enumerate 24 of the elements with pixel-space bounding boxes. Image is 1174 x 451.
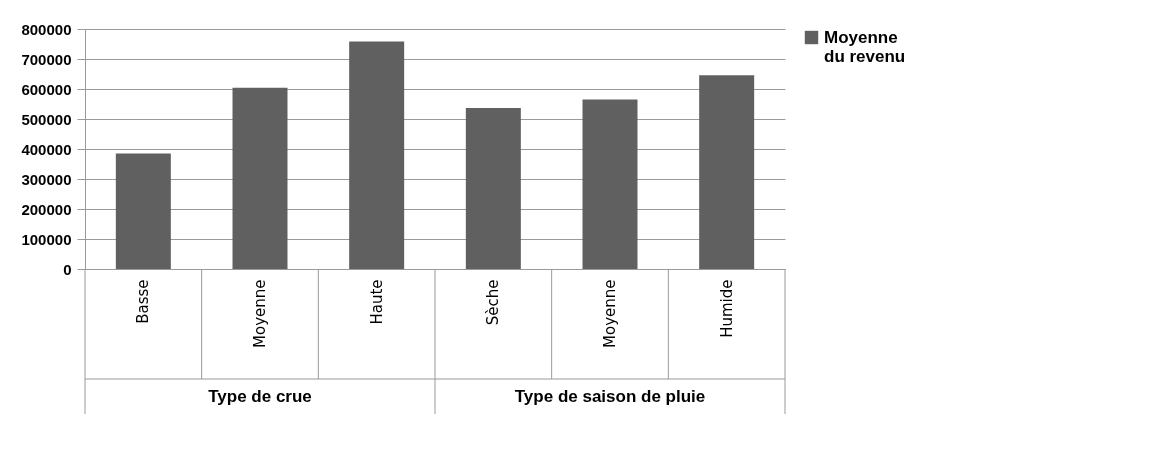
- x-tick-label: Moyenne: [251, 279, 269, 348]
- x-tick-label: Basse: [134, 279, 153, 324]
- y-tick-label: 500000: [21, 110, 72, 128]
- y-tick-label: 400000: [21, 140, 72, 158]
- bar: [115, 153, 171, 269]
- y-tick-label: 200000: [21, 200, 72, 218]
- bar: [232, 87, 288, 269]
- bar: [582, 99, 638, 269]
- bar: [699, 75, 755, 269]
- x-tick-label: Haute: [367, 279, 386, 325]
- bar: [349, 41, 405, 269]
- text: Type de crue: [208, 387, 312, 406]
- x-tick-label: Sèche: [484, 279, 503, 326]
- y-tick-label: 800000: [21, 20, 72, 38]
- x-tick-label: Moyenne: [601, 279, 619, 348]
- y-tick-label: 600000: [21, 80, 72, 98]
- y-tick-label: 100000: [21, 230, 72, 248]
- y-tick-label: 700000: [21, 50, 72, 68]
- x-tick-label: Humide: [717, 279, 736, 338]
- legend-label: Moyenne du revenu: [824, 27, 906, 66]
- y-tick-label: 300000: [21, 170, 72, 188]
- y-tick-label: 0: [63, 260, 72, 278]
- bar: [465, 107, 521, 269]
- text: Type de saison de pluie: [514, 387, 706, 406]
